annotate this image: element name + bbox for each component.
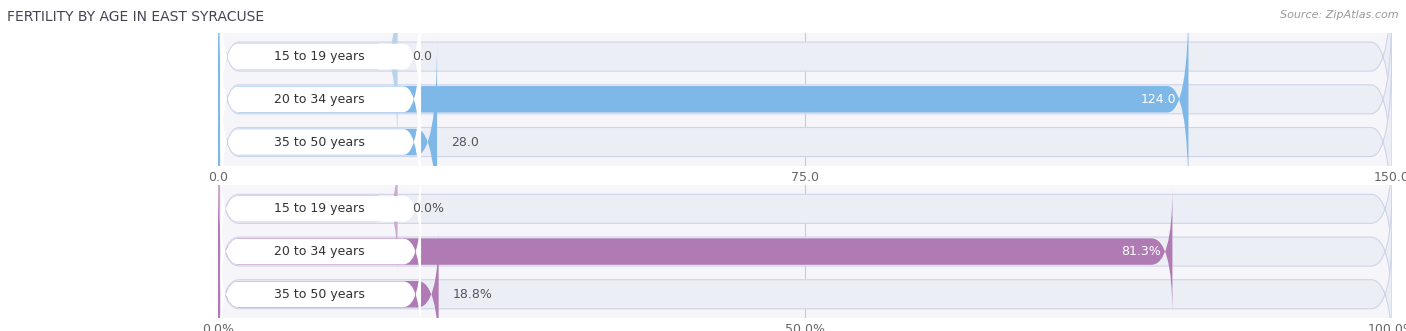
FancyBboxPatch shape [221,59,420,225]
Text: 20 to 34 years: 20 to 34 years [274,245,364,258]
Text: 15 to 19 years: 15 to 19 years [274,50,364,63]
Text: 28.0: 28.0 [451,135,479,149]
Text: 81.3%: 81.3% [1121,245,1161,258]
FancyBboxPatch shape [218,147,1392,271]
FancyBboxPatch shape [218,0,1392,157]
Text: 35 to 50 years: 35 to 50 years [274,135,364,149]
Text: 18.8%: 18.8% [453,288,492,301]
FancyBboxPatch shape [218,0,398,159]
Text: 0.0%: 0.0% [412,202,444,215]
FancyBboxPatch shape [218,231,439,331]
FancyBboxPatch shape [221,200,420,303]
FancyBboxPatch shape [221,158,420,260]
Text: 35 to 50 years: 35 to 50 years [274,288,364,301]
Text: Source: ZipAtlas.com: Source: ZipAtlas.com [1281,10,1399,20]
FancyBboxPatch shape [221,0,420,140]
FancyBboxPatch shape [221,16,420,183]
FancyBboxPatch shape [218,0,1392,200]
Text: 20 to 34 years: 20 to 34 years [274,93,364,106]
FancyBboxPatch shape [218,189,1392,314]
FancyBboxPatch shape [218,41,1392,243]
FancyBboxPatch shape [218,188,1173,315]
FancyBboxPatch shape [218,232,1392,331]
Text: FERTILITY BY AGE IN EAST SYRACUSE: FERTILITY BY AGE IN EAST SYRACUSE [7,10,264,24]
FancyBboxPatch shape [221,243,420,331]
FancyBboxPatch shape [218,145,398,272]
FancyBboxPatch shape [218,0,1188,201]
Text: 15 to 19 years: 15 to 19 years [274,202,364,215]
Text: 124.0: 124.0 [1142,93,1177,106]
Text: 0.0: 0.0 [412,50,432,63]
FancyBboxPatch shape [218,40,437,244]
